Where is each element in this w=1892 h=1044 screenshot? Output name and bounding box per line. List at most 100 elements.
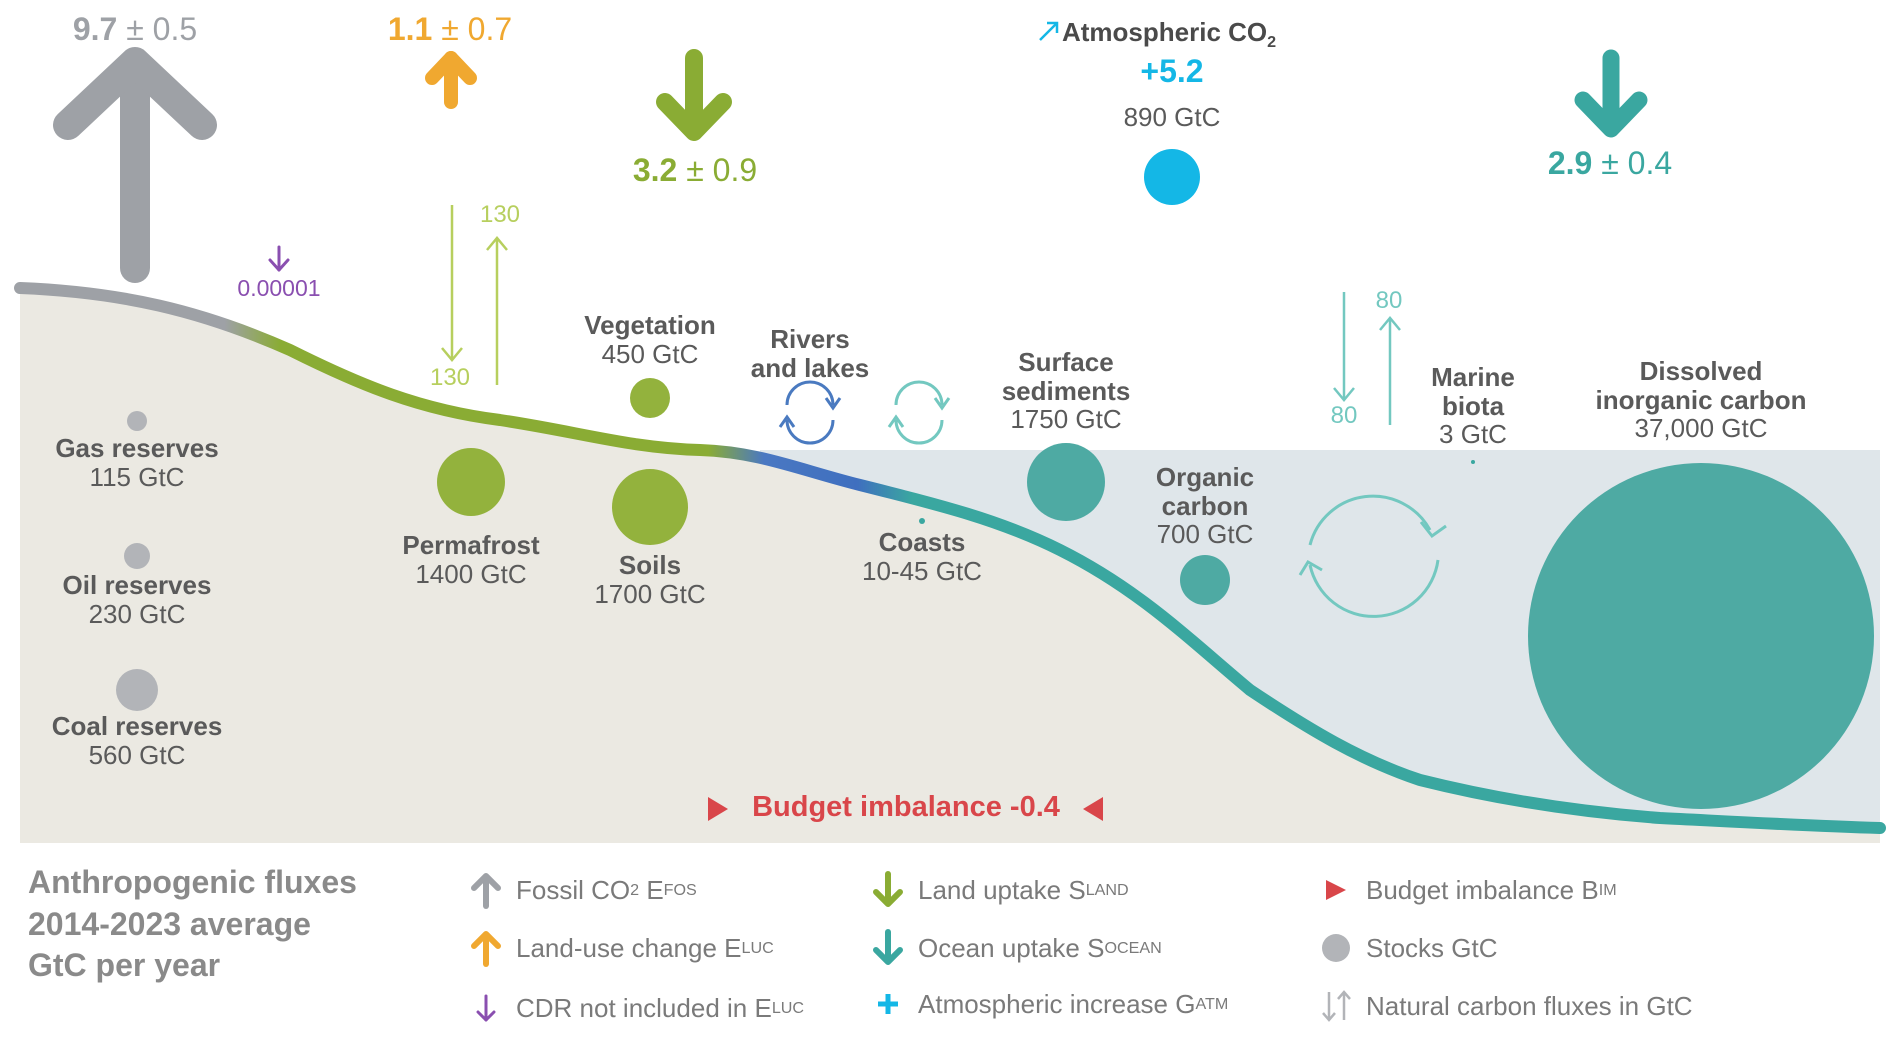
triangle-legend-icon: [1318, 870, 1354, 910]
atmosphere-flux-value: +5.2: [1140, 53, 1204, 89]
dic-name-line2: inorganic carbon: [1595, 384, 1807, 415]
permafrost-label: Permafrost 1400 GtC: [371, 531, 571, 588]
land-uptake-flux-label: 3.2 ± 0.9: [600, 152, 790, 188]
legend-cdr-text: CDR not included in E: [516, 992, 772, 1023]
legend-fossil-text2: E: [639, 874, 664, 905]
surface-sediments-circle: [1027, 443, 1105, 521]
permafrost-down-value: 130: [429, 364, 471, 391]
coasts-name: Coasts: [878, 527, 966, 557]
soils-name: Soils: [618, 550, 682, 580]
legend-title-line3: GtC per year: [28, 947, 221, 984]
land-uptake-flux-value: 3.2: [632, 152, 678, 188]
soils-circle: [612, 469, 688, 545]
fossil-legend-icon: [468, 870, 504, 910]
marine-biota-name-line2: biota: [1441, 390, 1505, 421]
ocean-natural-flux-arrows: [1333, 292, 1401, 425]
vegetation-name: Vegetation: [584, 310, 716, 340]
surface-sediments-name-line2: sediments: [1001, 375, 1131, 406]
legend-imbalance-sub: IM: [1598, 880, 1617, 899]
land-uptake-arrow: [656, 49, 732, 141]
organic-carbon-name-line1: Organic: [1155, 462, 1255, 492]
legend-land-use: Land-use change E LUC: [468, 928, 774, 968]
gas-reserves-label: Gas reserves 115 GtC: [37, 434, 237, 491]
cdr-arrow: [268, 245, 290, 272]
organic-carbon-value: 700 GtC: [1156, 519, 1254, 550]
land-uptake-flux-unc: ± 0.9: [686, 152, 758, 188]
ocean-uptake-arrow: [1574, 49, 1648, 138]
oil-reserves-name: Oil reserves: [62, 570, 212, 600]
ocean-down-value: 80: [1330, 402, 1358, 429]
legend-title-line1: Anthropogenic fluxes: [28, 864, 357, 900]
coal-reserves-name: Coal reserves: [51, 711, 223, 741]
imbalance-right-triangle: [1083, 797, 1103, 821]
legend-atmosphere-text: Atmospheric increase G: [918, 988, 1196, 1019]
legend-stocks: Stocks GtC: [1318, 928, 1497, 968]
legend-natural: Natural carbon fluxes in GtC: [1318, 986, 1693, 1026]
gas-reserves-name: Gas reserves: [55, 433, 219, 463]
fossil-arrow: [53, 47, 217, 283]
permafrost-up-value: 130: [479, 201, 521, 228]
soils-value: 1700 GtC: [594, 578, 706, 609]
ocean-uptake-flux-unc: ± 0.4: [1601, 145, 1673, 181]
rivers-cycle-icon: [778, 380, 842, 445]
oil-reserves-circle: [124, 543, 150, 569]
permafrost-circle: [437, 448, 505, 516]
land-use-legend-icon: [468, 928, 504, 968]
dic-label: Dissolved inorganic carbon 37,000 GtC: [1571, 357, 1831, 443]
oil-reserves-value: 230 GtC: [88, 598, 186, 629]
legend-ocean-sub: OCEAN: [1104, 938, 1162, 957]
land-use-flux-value: 1.1: [387, 11, 433, 47]
coast-cycle-icon: [887, 380, 951, 445]
atmosphere-title: Atmospheric CO2: [1062, 18, 1302, 52]
legend-land-use-sub: LUC: [741, 938, 774, 957]
legend-fossil: Fossil CO 2 E FOS: [468, 870, 697, 910]
dic-circle: [1528, 463, 1874, 809]
land-use-flux-label: 1.1 ± 0.7: [360, 11, 540, 47]
organic-carbon-name-line2: carbon: [1161, 490, 1249, 521]
oil-reserves-label: Oil reserves 230 GtC: [37, 571, 237, 628]
fossil-flux-value: 9.7: [72, 11, 118, 47]
plus-legend-icon: [870, 984, 906, 1024]
legend-land-text: Land uptake S: [918, 874, 1086, 905]
atmosphere-title-sub: 2: [1267, 33, 1277, 52]
legend-ocean: Ocean uptake S OCEAN: [870, 928, 1162, 968]
circle-legend-icon: [1318, 928, 1354, 968]
surface-sediments-name-line1: Surface: [1018, 347, 1114, 377]
ocean-up-value: 80: [1375, 287, 1403, 314]
legend-imbalance: Budget imbalance B IM: [1318, 870, 1617, 910]
organic-carbon-label: Organic carbon 700 GtC: [1125, 463, 1285, 549]
dic-name-line1: Dissolved: [1639, 356, 1763, 386]
soils-label: Soils 1700 GtC: [550, 551, 750, 608]
coasts-circle: [919, 518, 925, 524]
budget-imbalance-label: Budget imbalance -0.4: [752, 791, 1060, 823]
atmosphere-title-text: Atmospheric CO: [1062, 17, 1268, 47]
fossil-flux-label: 9.7 ± 0.5: [40, 11, 230, 47]
coal-reserves-label: Coal reserves 560 GtC: [37, 712, 237, 769]
legend-atmosphere: Atmospheric increase G ATM: [870, 984, 1228, 1024]
permafrost-value: 1400 GtC: [415, 558, 527, 589]
legend-ocean-text: Ocean uptake S: [918, 932, 1105, 963]
atmosphere-stock-value: 890 GtC: [1123, 102, 1221, 132]
coasts-value: 10-45 GtC: [862, 555, 982, 586]
natural-flux-legend-icon: [1318, 986, 1354, 1026]
legend-title-line2: 2014-2023 average: [28, 905, 311, 942]
legend-fossil-text: Fossil CO: [516, 874, 631, 905]
imbalance-left-triangle: [708, 797, 728, 821]
gas-reserves-value: 115 GtC: [89, 461, 185, 492]
fossil-flux-unc: ± 0.5: [126, 11, 198, 47]
legend-stocks-text: Stocks GtC: [1366, 932, 1498, 963]
dic-value: 37,000 GtC: [1634, 413, 1768, 444]
permafrost-natural-flux-arrows: [441, 205, 508, 385]
legend-natural-text: Natural carbon fluxes in GtC: [1366, 990, 1693, 1021]
atmosphere-circle: [1144, 149, 1200, 205]
coal-reserves-value: 560 GtC: [88, 739, 186, 770]
land-mass: [20, 288, 1880, 843]
vegetation-circle: [630, 378, 670, 418]
ocean-uptake-flux-label: 2.9 ± 0.4: [1515, 145, 1705, 181]
legend-title: Anthropogenic fluxes 2014-2023 average G…: [28, 862, 357, 987]
legend-cdr-sub: LUC: [771, 998, 805, 1017]
organic-carbon-circle: [1180, 555, 1230, 605]
cdr-legend-icon: [468, 988, 504, 1028]
